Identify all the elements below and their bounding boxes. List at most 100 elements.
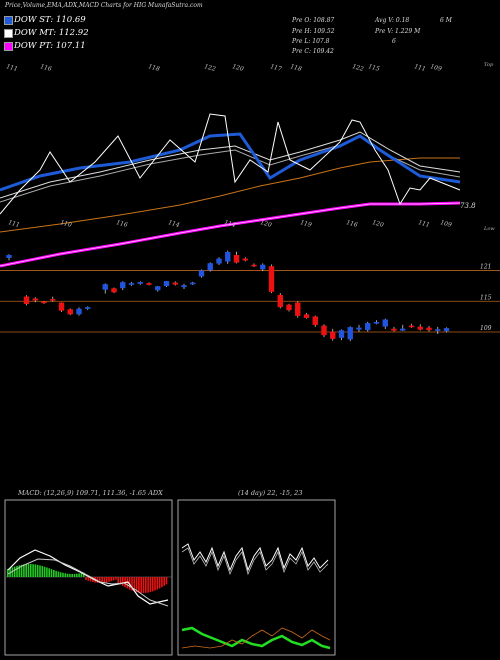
candle-down (67, 309, 73, 315)
candle-up (373, 322, 380, 324)
macd-histogram-bar (145, 577, 147, 593)
macd-histogram-bar (163, 577, 165, 586)
low-number-6: 119 (299, 219, 312, 229)
candle-down (146, 283, 152, 285)
low-number-7: 116 (345, 219, 358, 229)
low-number-4: 114 (223, 219, 236, 229)
macd-histogram-bar (131, 577, 133, 591)
candle-down (408, 325, 415, 328)
candle-down (321, 325, 327, 336)
adx-label: (14 day) 22, -15, 23 (238, 489, 302, 497)
low-number-8: 120 (371, 219, 384, 229)
candle-down (286, 304, 292, 311)
macd-histogram-bar (73, 573, 76, 577)
macd-histogram-bar (30, 564, 32, 577)
candle-up (347, 327, 353, 340)
legend-dow-st: DOW ST: 110.69 (14, 15, 86, 25)
candle-up (181, 285, 187, 288)
macd-histogram-bar (128, 577, 131, 590)
candle-up (137, 282, 143, 284)
price-levels: 121 115 109 (0, 264, 500, 333)
macd-histogram-bar (7, 569, 9, 577)
adx-di-minus-line (181, 547, 329, 576)
top-label: Top (484, 62, 494, 68)
macd-histogram-bar (154, 577, 156, 591)
candle-up (400, 328, 406, 331)
candle-up (435, 329, 441, 331)
adx-secondary-line (181, 627, 331, 649)
pre-open: Pre O: 108.87 (292, 17, 335, 24)
candle-down (233, 255, 240, 263)
indicator-panels: MACD: (12,26,9) 109.71, 111.36, -1.65 AD… (4, 489, 336, 656)
candle-down (303, 314, 310, 318)
macd-histogram-bar (69, 573, 71, 577)
macd-histogram-bar (82, 572, 85, 577)
macd-histogram-bar (16, 565, 18, 577)
candle-up (128, 283, 135, 285)
candle-up (225, 251, 231, 262)
dow-st-line (0, 132, 461, 192)
top-number-5: 117 (269, 63, 282, 73)
candle-down (58, 302, 65, 311)
candle-down (111, 288, 117, 293)
macd-histogram-bar (32, 564, 34, 577)
candle-down (32, 298, 38, 301)
macd-histogram-bar (87, 577, 90, 581)
candle-up (102, 284, 108, 290)
macd-histogram-bar (71, 573, 73, 577)
candle-up (365, 323, 371, 331)
candle-down (426, 327, 432, 331)
adx-panel (177, 499, 336, 656)
dow-pt-inner (0, 202, 461, 267)
macd-histogram-bar (36, 564, 39, 577)
candle-up (356, 327, 362, 330)
macd-histogram-bar (110, 577, 113, 582)
candle-down (50, 299, 56, 301)
candle-up (6, 255, 12, 258)
adx-line (181, 626, 331, 650)
macd-histogram-bar (165, 577, 168, 585)
low-number-9: 111 (417, 219, 430, 229)
macd-histogram-bar (50, 569, 53, 577)
pre-low: Pre L: 107.8 (292, 38, 330, 45)
macd-histogram-bar (151, 577, 154, 592)
macd-histogram-bar (43, 566, 46, 577)
candle-up (155, 286, 161, 291)
pre-volume: Pre V: 1.229 M (375, 28, 421, 35)
candle-down (41, 301, 47, 304)
ema-lines: 73.8 (0, 113, 476, 268)
macd-line (7, 549, 169, 605)
candle-up (443, 328, 450, 332)
macd-histogram-bar (85, 577, 87, 580)
top-number-9: 111 (413, 63, 426, 73)
candle-up (198, 270, 205, 277)
avg-volume-unit: 6 M (440, 17, 452, 24)
macd-histogram-bar (25, 564, 27, 577)
macd-histogram-bar (138, 577, 140, 593)
macd-histogram-bar (53, 569, 55, 577)
ema-value-label: 73.8 (460, 202, 476, 210)
macd-histogram-bar (23, 564, 25, 577)
legend-swatch-pt (4, 42, 13, 51)
top-number-7: 122 (351, 63, 364, 73)
macd-histogram-bar (27, 564, 30, 577)
legend-swatch-mt (4, 29, 13, 38)
macd-histogram-bar (119, 577, 122, 585)
macd-histogram-bar (41, 566, 44, 577)
low-number-2: 116 (115, 219, 128, 229)
macd-histogram-bar (135, 577, 138, 593)
candle-up (76, 308, 82, 315)
top-number-8: 115 (367, 63, 380, 73)
top-number-2: 118 (147, 63, 160, 73)
top-number-0: 111 (5, 63, 18, 73)
macd-histogram-bar (156, 577, 159, 590)
low-number-10: 109 (439, 219, 452, 229)
macd-histogram-bar (66, 573, 69, 577)
top-number-6: 118 (289, 63, 302, 73)
candle-up (260, 264, 266, 270)
macd-histogram-bar (18, 565, 21, 577)
macd-histogram-bar (57, 571, 60, 577)
candle-down (251, 264, 257, 267)
macd-histogram-bar (112, 577, 115, 581)
candles (6, 250, 450, 342)
